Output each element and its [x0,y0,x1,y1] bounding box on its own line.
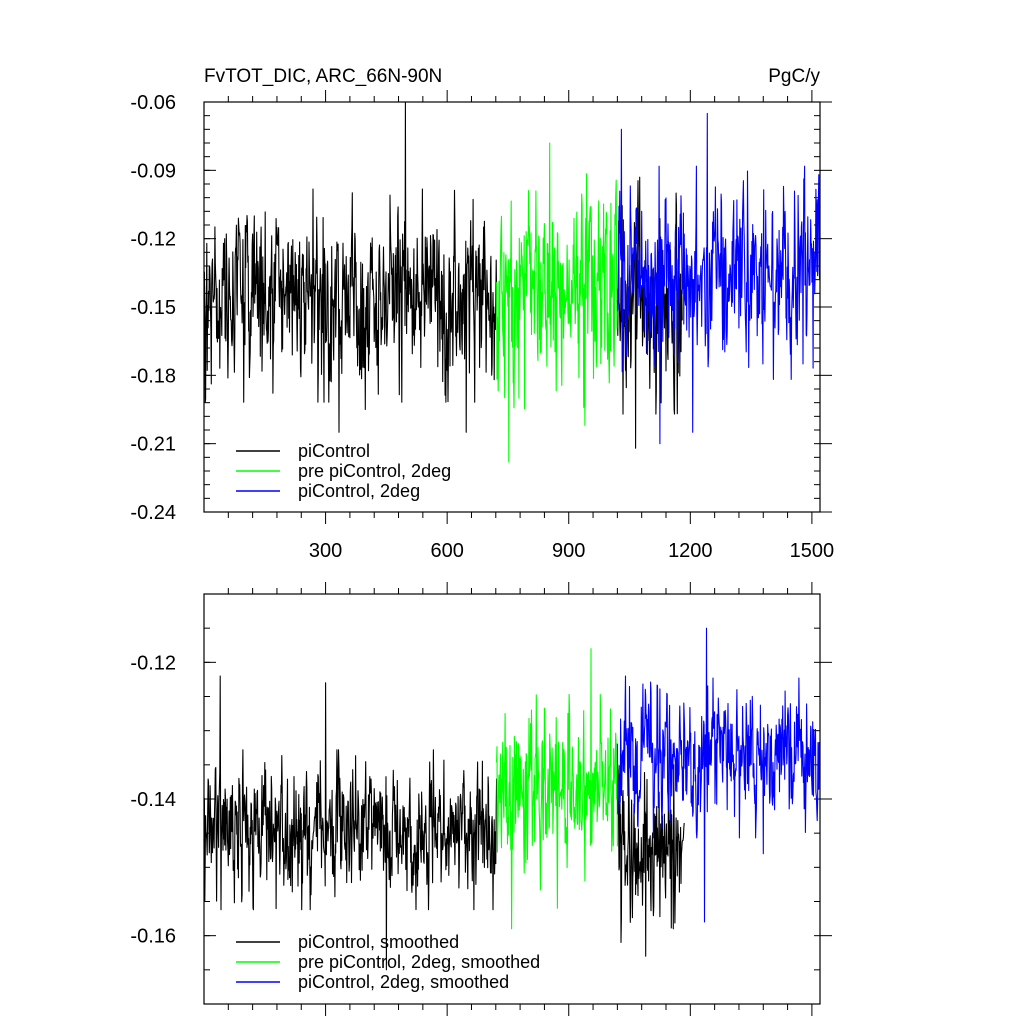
legend-label-picontrol-smoothed: piControl, smoothed [298,932,459,952]
legend-item-picontrol-2deg: piControl, 2deg [236,481,420,501]
axes: 300 600 900 1200 1500 -0.06 -0.09 -0.12 -0.15 -0.… [130,90,834,562]
legend-item-picontrol-2deg-smoothed: piControl, 2deg, smoothed [236,972,509,992]
top-panel: FvTOT_DIC, ARC_66N-90N PgC/y 300 600 900 12… [130,66,834,562]
plot-frame [203,101,821,513]
y-tick-label: -0.09 [130,160,176,182]
series-line-picontrol-smoothed [203,675,498,971]
bottom-panel: -0.12 -0.14 -0.16 piControl, smoothed pre … [130,582,832,1016]
chart-title: FvTOT_DIC, ARC_66N-90N [204,66,442,87]
y-tick-label: -0.06 [130,92,176,114]
x-tick-label: 300 [309,540,342,562]
y-tick-label: -0.18 [130,365,176,387]
units-label: PgC/y [768,66,820,87]
axes: -0.12 -0.14 -0.16 [130,582,832,1016]
y-tick-label: -0.15 [130,297,176,319]
legend-label-picontrol-2deg-smoothed: piControl, 2deg, smoothed [298,972,509,992]
y-tick-label: -0.12 [130,652,176,674]
x-tick-label: 600 [430,540,463,562]
x-tick-label: 900 [552,540,585,562]
legend-item-picontrol: piControl [236,441,370,461]
legend: piControl pre piControl, 2deg piControl,… [236,441,451,501]
legend-item-pre-picontrol-2deg-smoothed: pre piControl, 2deg, smoothed [236,952,540,972]
series-line-pre-picontrol-2deg [496,142,618,463]
y-tick-label: -0.16 [130,926,176,948]
y-tick-label: -0.12 [130,229,176,251]
series-line-picontrol-2deg-smoothed [616,627,821,923]
legend-label-picontrol: piControl [298,441,370,461]
series-line-picontrol-2deg [616,112,821,445]
legend-item-picontrol-smoothed: piControl, smoothed [236,932,459,952]
plot-area [203,627,821,971]
legend-item-pre-picontrol-2deg: pre piControl, 2deg [236,461,451,481]
y-tick-label: -0.14 [130,789,176,811]
x-tick-label: 1500 [790,540,835,562]
legend-label-pre-picontrol-2deg-smoothed: pre piControl, 2deg, smoothed [298,952,540,972]
plot-frame [203,593,821,1005]
series-line-picontrol-overlap [617,764,685,957]
y-tick-label: -0.21 [130,434,176,456]
series-line-picontrol [203,101,498,433]
legend-label-pre-picontrol-2deg: pre piControl, 2deg [298,461,451,481]
series-line-pre-picontrol-2deg-smoothed [496,648,618,930]
y-tick-label: -0.24 [130,502,176,524]
plot-area [203,101,821,463]
legend: piControl, smoothed pre piControl, 2deg,… [236,932,540,992]
x-tick-label: 1200 [668,540,713,562]
legend-label-picontrol-2deg: piControl, 2deg [298,481,420,501]
